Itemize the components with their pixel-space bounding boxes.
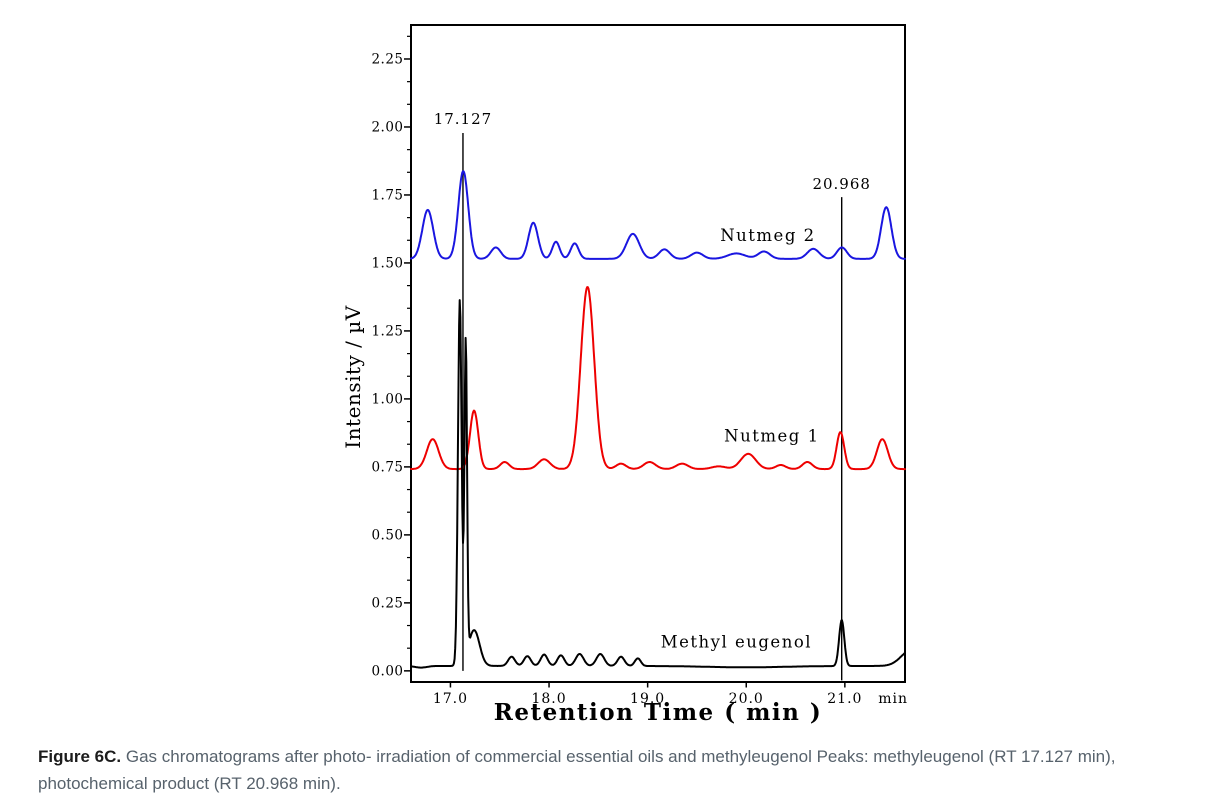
y-tick-label: 2.00 (371, 119, 403, 135)
chromatogram-plot: 17.0 18.0 19.0 20.0 21.0 min 0.00 0.25 0.50 0.75 1… (371, 24, 908, 707)
y-axis-title: Intensity / µV (341, 305, 365, 449)
x-tick-label: 18.0 (531, 691, 566, 707)
x-axis-title: Retention Time ( min ) (493, 699, 823, 726)
x-tick-label: 19.0 (630, 691, 665, 707)
x-tick-label: 20.0 (729, 691, 764, 707)
peak-marker-17.127: 17.127 (434, 110, 493, 671)
figure-caption-label: Figure 6C. (38, 747, 122, 766)
y-tick-label: 1.50 (371, 255, 403, 271)
x-axis-unit-label: min (878, 691, 908, 707)
y-tick-label: 0.00 (371, 663, 403, 679)
plot-border (410, 24, 906, 683)
x-tick-label: 21.0 (827, 691, 862, 707)
figure-caption-line1: Gas chromatograms after photo- irradiati… (121, 747, 1116, 766)
y-tick-label: 0.25 (371, 595, 403, 611)
y-tick-label: 0.75 (371, 459, 403, 475)
x-axis-ticks: 17.0 18.0 19.0 20.0 21.0 min (433, 682, 908, 707)
trace-methyl-eugenol (410, 299, 906, 669)
y-tick-label: 1.00 (371, 391, 403, 407)
figure-6c-chromatogram: 17.0 18.0 19.0 20.0 21.0 min 0.00 0.25 0.50 0.75 1… (341, 24, 908, 726)
trace-nutmeg-2 (410, 170, 906, 260)
series-label-nutmeg-1: Nutmeg 1 (724, 426, 819, 445)
peak-marker-label: 17.127 (434, 110, 493, 128)
peak-marker-label: 20.968 (812, 175, 871, 193)
figure-caption: Figure 6C. Gas chromatograms after photo… (38, 744, 1210, 797)
trace-nutmeg-1 (410, 286, 906, 471)
y-tick-label: 1.25 (371, 323, 403, 339)
x-tick-label: 17.0 (433, 691, 468, 707)
y-tick-label: 2.25 (371, 51, 403, 67)
peak-marker-20.968: 20.968 (812, 175, 871, 681)
series-label-methyl-eugenol: Methyl eugenol (661, 632, 812, 651)
series-label-nutmeg-2: Nutmeg 2 (720, 226, 815, 245)
y-tick-label: 0.50 (371, 527, 403, 543)
y-tick-label: 1.75 (371, 187, 403, 203)
y-axis-ticks: 0.00 0.25 0.50 0.75 1.00 1.25 1.50 1.75 2.00 2.25 (371, 35, 411, 679)
figure-caption-line2: photochemical product (RT 20.968 min). (38, 773, 341, 793)
